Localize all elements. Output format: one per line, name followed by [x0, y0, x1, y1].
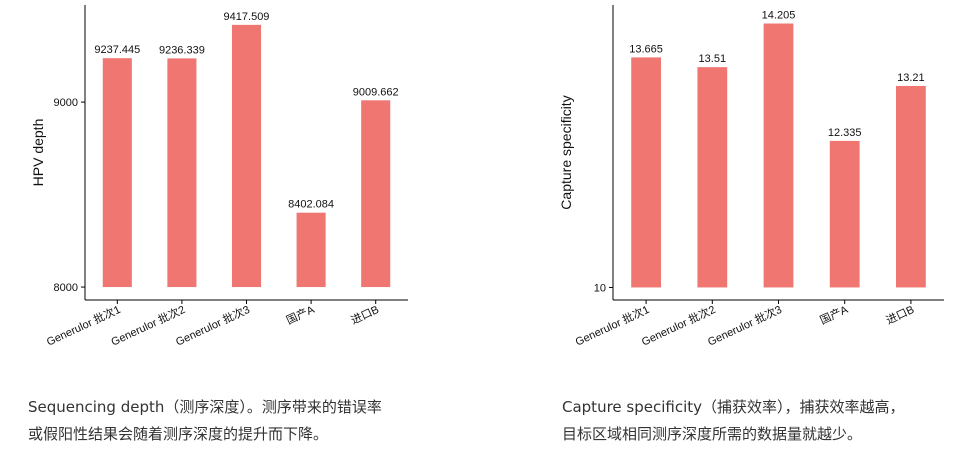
data-label: 13.51: [699, 53, 727, 65]
bar: [763, 23, 794, 288]
data-label: 9417.509: [224, 11, 270, 23]
bar: [631, 57, 661, 288]
bar: [102, 58, 132, 288]
bar: [896, 85, 926, 288]
x-tick-label: Generulor 批次3: [705, 302, 784, 349]
chart: Capture specificity 10 13.665 Generulor 批次1…: [558, 5, 944, 349]
y-tick-label: 10: [594, 282, 606, 294]
x-tick-label: 进口B: [884, 303, 916, 327]
data-label: 9236.339: [159, 44, 205, 56]
data-label: 12.335: [828, 127, 862, 139]
y-axis-label: Capture specificity: [558, 95, 574, 209]
bar: [296, 212, 326, 288]
y-axis-label: HPV depth: [30, 119, 46, 187]
caption-line: Sequencing depth（测序深度）。测序带来的错误率: [28, 398, 382, 416]
caption: Capture specificity（捕获效率），捕获效率越高， 目标区域相同…: [562, 394, 905, 448]
data-label: 13.21: [897, 72, 925, 84]
data-label: 8402.084: [288, 199, 334, 211]
bar: [167, 58, 197, 288]
data-label: 9237.445: [94, 44, 140, 56]
caption-line: 或假阳性结果会随着测序深度的提升而下降。: [28, 425, 329, 443]
bar: [697, 67, 728, 288]
caption-line: 目标区域相同测序深度所需的数据量就越少。: [562, 425, 863, 443]
bar: [829, 140, 860, 288]
data-label: 14.205: [762, 10, 796, 22]
y-tick-label: 8000: [54, 282, 78, 294]
x-tick-label: 国产A: [284, 302, 317, 327]
x-tick-label: Generulor 批次3: [173, 302, 252, 349]
data-label: 9009.662: [353, 86, 399, 98]
data-label: 13.665: [629, 43, 663, 55]
x-tick-label: 国产A: [817, 302, 850, 327]
x-tick-label: Generulor 批次1: [573, 302, 652, 349]
caption: Sequencing depth（测序深度）。测序带来的错误率 或假阳性结果会随…: [28, 394, 382, 448]
caption-line: Capture specificity（捕获效率），捕获效率越高，: [562, 398, 905, 416]
x-tick-label: 进口B: [349, 303, 381, 327]
y-tick-label: 9000: [54, 97, 78, 109]
x-tick-label: Generulor 批次2: [639, 302, 718, 349]
bar: [361, 100, 391, 288]
bar: [231, 24, 262, 288]
